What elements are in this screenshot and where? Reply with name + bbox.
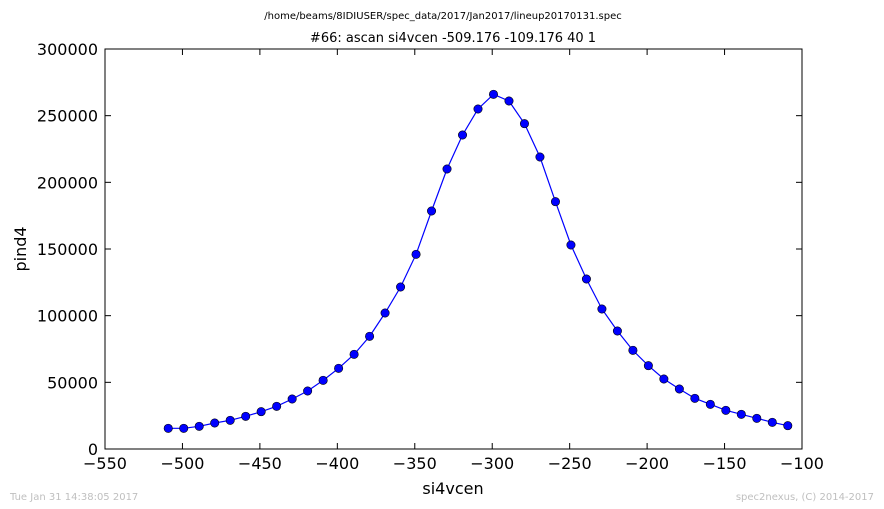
data-point [179,423,189,433]
series-layer [163,89,793,433]
data-point [380,308,390,318]
y-tick-label: 50000 [47,373,98,392]
data-point [256,407,266,417]
y-axis-label: pind4 [11,226,30,271]
y-tick-label: 250000 [37,107,98,126]
data-point [411,249,421,259]
data-point [225,415,235,425]
data-point [690,393,700,403]
data-point [163,423,173,433]
x-tick-label: −500 [160,454,204,473]
data-point [519,119,529,129]
footer-timestamp: Tue Jan 31 14:38:05 2017 [10,492,139,503]
data-point [272,401,282,411]
data-point [334,363,344,373]
x-axis: −550 −500 −450 −400 −350 −300 −250 −200 −150 −100 [83,49,824,473]
y-tick-label: 300000 [37,40,98,59]
chart-title: #66: ascan si4vcen -509.176 -109.176 40 … [310,31,596,46]
data-point [473,104,483,114]
data-point [396,282,406,292]
y-tick-label: 0 [88,440,98,459]
data-point [194,421,204,431]
data-point [442,164,452,174]
x-tick-label: −100 [780,454,824,473]
data-point [736,409,746,419]
y-tick-label: 200000 [37,173,98,192]
data-point [427,206,437,216]
data-point [566,240,576,250]
data-point [458,130,468,140]
data-point [659,374,669,384]
x-tick-label: −150 [703,454,747,473]
data-point [783,421,793,431]
data-point [612,326,622,336]
data-point [535,152,545,162]
x-tick-label: −250 [548,454,592,473]
y-tick-label: 100000 [37,307,98,326]
data-point [287,394,297,404]
data-point [643,361,653,371]
data-point [597,304,607,314]
data-point [767,417,777,427]
data-point [674,384,684,394]
data-point [721,405,731,415]
data-point [210,418,220,428]
x-tick-label: −350 [393,454,437,473]
data-point [581,274,591,284]
x-axis-label: si4vcen [422,479,483,498]
footer-credit: spec2nexus, (C) 2014-2017 [735,492,874,503]
data-point [303,386,313,396]
data-point [752,413,762,423]
x-tick-label: −300 [470,454,514,473]
data-point [241,411,251,421]
data-point [705,399,715,409]
plot-area [105,49,802,449]
data-point [550,197,560,207]
data-point [504,96,514,106]
y-axis: 0 50000 100000 150000 200000 250000 300000 [37,40,802,459]
data-point [318,375,328,385]
chart-suptitle: /home/beams/8IDIUSER/spec_data/2017/Jan2… [264,11,621,22]
data-point [349,349,359,359]
data-point [488,89,498,99]
y-tick-label: 150000 [37,240,98,259]
x-tick-label: −200 [625,454,669,473]
x-tick-label: −450 [238,454,282,473]
data-point [365,331,375,341]
x-tick-label: −400 [315,454,359,473]
x-tick-label: −550 [83,454,127,473]
data-point [628,345,638,355]
